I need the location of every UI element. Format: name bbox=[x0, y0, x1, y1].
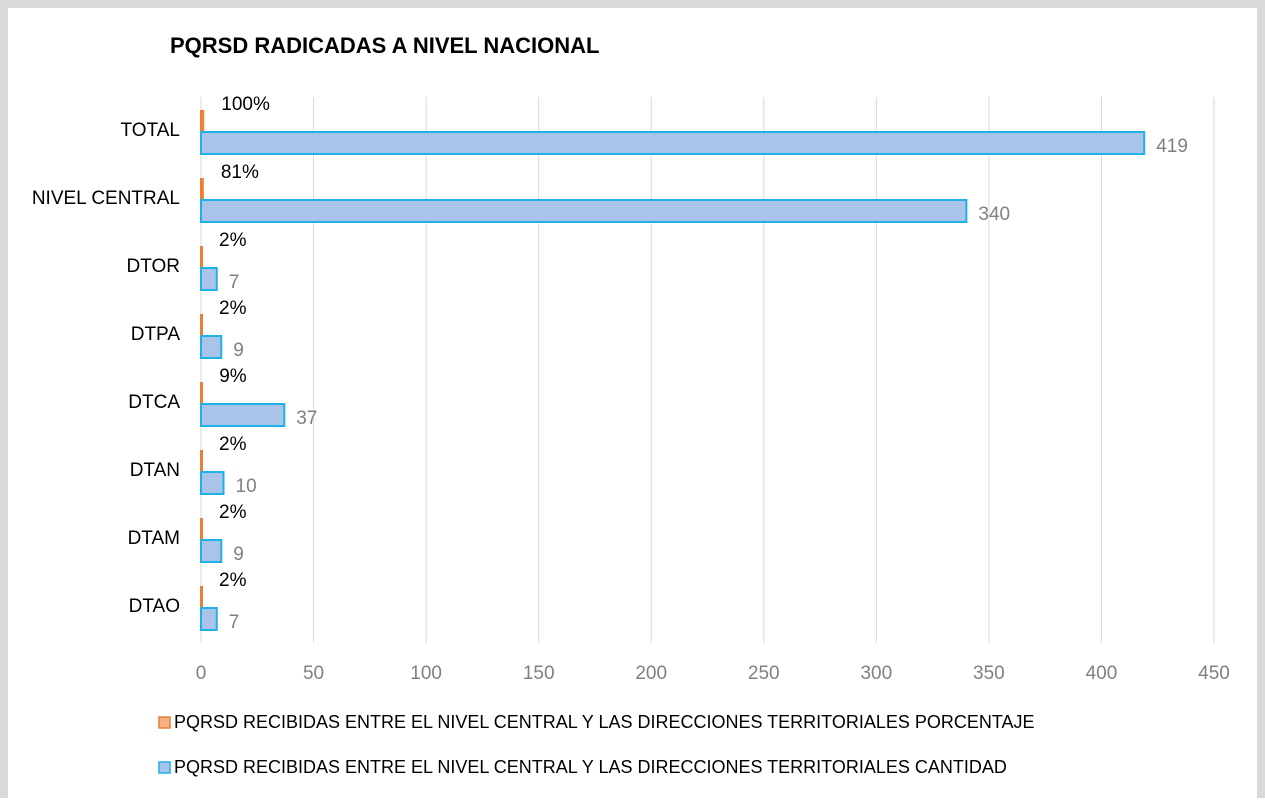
legend-marker bbox=[158, 716, 171, 729]
legend-label: PQRSD RECIBIDAS ENTRE EL NIVEL CENTRAL Y… bbox=[174, 712, 1035, 732]
bar bbox=[200, 471, 225, 495]
data-label: 9 bbox=[233, 340, 244, 361]
legend-label: PQRSD RECIBIDAS ENTRE EL NIVEL CENTRAL Y… bbox=[174, 757, 1007, 777]
data-label: 81% bbox=[221, 162, 259, 183]
bar bbox=[200, 246, 203, 270]
x-tick-label: 150 bbox=[523, 663, 555, 684]
data-label: 37 bbox=[296, 408, 317, 429]
y-tick-label: DTAO bbox=[129, 596, 180, 617]
y-tick-label: DTAM bbox=[128, 528, 180, 549]
bar bbox=[200, 110, 205, 134]
data-label: 7 bbox=[229, 272, 240, 293]
x-tick-label: 0 bbox=[196, 663, 207, 684]
data-label: 2% bbox=[219, 434, 247, 455]
x-tick-label: 450 bbox=[1198, 663, 1230, 684]
bar bbox=[200, 518, 203, 542]
data-label: 100% bbox=[221, 94, 270, 115]
y-tick-label: DTPA bbox=[131, 324, 181, 345]
bar bbox=[200, 586, 203, 610]
bar bbox=[200, 199, 968, 223]
data-label: 419 bbox=[1156, 136, 1188, 157]
bar bbox=[200, 539, 223, 563]
x-tick-label: 250 bbox=[748, 663, 780, 684]
x-tick-label: 300 bbox=[860, 663, 892, 684]
y-tick-label: NIVEL CENTRAL bbox=[32, 188, 180, 209]
data-label: 9 bbox=[233, 544, 244, 565]
data-label: 10 bbox=[236, 476, 257, 497]
bar bbox=[200, 450, 203, 474]
chart-title: PQRSD RADICADAS A NIVEL NACIONAL bbox=[170, 33, 599, 58]
y-tick-label: DTAN bbox=[130, 460, 180, 481]
data-label: 2% bbox=[219, 570, 247, 591]
x-tick-label: 50 bbox=[303, 663, 324, 684]
data-label: 2% bbox=[219, 230, 247, 251]
x-tick-label: 400 bbox=[1086, 663, 1118, 684]
data-label: 9% bbox=[219, 366, 247, 387]
data-label: 2% bbox=[219, 502, 247, 523]
legend-marker bbox=[158, 761, 171, 774]
data-label: 340 bbox=[978, 204, 1010, 225]
data-label: 7 bbox=[229, 612, 240, 633]
bar bbox=[200, 607, 218, 631]
bar bbox=[200, 178, 204, 202]
bar bbox=[200, 382, 203, 406]
x-tick-label: 200 bbox=[635, 663, 667, 684]
bar bbox=[200, 131, 1146, 155]
x-tick-label: 350 bbox=[973, 663, 1005, 684]
bar bbox=[200, 403, 286, 427]
bar bbox=[200, 267, 218, 291]
bar bbox=[200, 314, 203, 338]
x-tick-label: 100 bbox=[410, 663, 442, 684]
y-tick-label: TOTAL bbox=[121, 120, 180, 141]
y-tick-label: DTCA bbox=[128, 392, 180, 413]
bar bbox=[200, 335, 223, 359]
y-tick-label: DTOR bbox=[127, 256, 180, 277]
data-label: 2% bbox=[219, 298, 247, 319]
